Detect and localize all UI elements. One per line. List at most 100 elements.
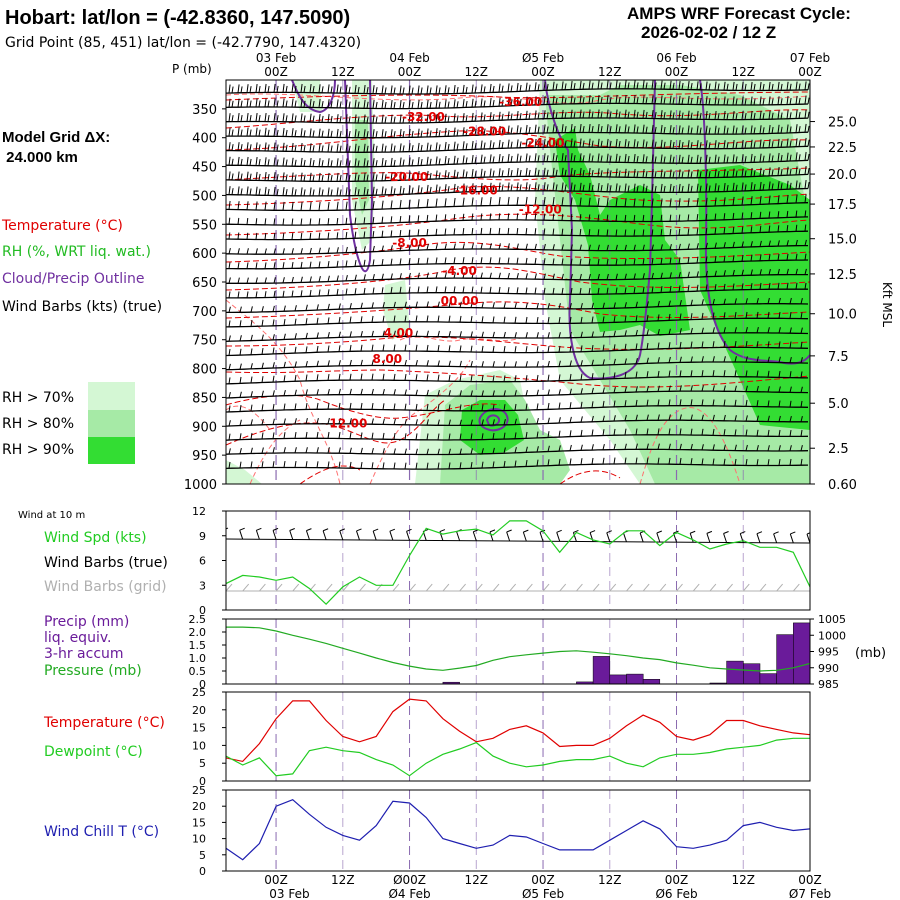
wind-barb bbox=[354, 217, 357, 225]
wind-barb-feather bbox=[240, 158, 243, 166]
wind-barb-feather bbox=[537, 155, 540, 162]
isobar-line bbox=[226, 448, 809, 456]
wind-barb-feather bbox=[366, 145, 369, 153]
wind-barb bbox=[552, 182, 555, 191]
top-hour-label: 12Z bbox=[465, 65, 489, 79]
wind-barb bbox=[318, 289, 321, 297]
wind-barb-feather bbox=[681, 97, 684, 105]
wind-barb-feather bbox=[627, 170, 630, 178]
isobar-line bbox=[226, 187, 809, 197]
wind-barb bbox=[687, 228, 690, 236]
wind-barb-feather bbox=[663, 97, 666, 104]
wind-barb bbox=[338, 373, 341, 381]
wind-barb bbox=[363, 129, 366, 138]
wind-barb bbox=[696, 110, 699, 120]
wind-barb-feather bbox=[753, 112, 756, 120]
true-wind-barb-feather bbox=[506, 529, 512, 533]
wind-barb bbox=[745, 311, 748, 319]
wind-barb bbox=[756, 429, 759, 437]
wind-barb bbox=[272, 362, 275, 369]
wind-barb-feather bbox=[285, 85, 288, 93]
wind-barb-feather bbox=[564, 169, 567, 177]
wind-barb bbox=[514, 361, 517, 368]
wind-barb bbox=[696, 96, 699, 105]
wind-barb-feather bbox=[483, 128, 486, 136]
wind-barb bbox=[507, 125, 510, 135]
wind-barb-feather bbox=[771, 112, 774, 120]
wind-barb bbox=[569, 360, 572, 367]
wind-barb bbox=[294, 305, 297, 312]
wind-barb bbox=[657, 385, 660, 392]
wind-barb bbox=[399, 199, 402, 209]
true-wind-barb bbox=[572, 532, 577, 542]
wind-barb bbox=[498, 139, 501, 149]
wind-barb bbox=[516, 153, 519, 163]
wind-barb bbox=[543, 124, 546, 134]
wind-barb-feather bbox=[447, 87, 450, 94]
wind-barb bbox=[246, 98, 249, 108]
wind-barb bbox=[448, 345, 451, 352]
wind-barb bbox=[624, 109, 627, 119]
wind-barb bbox=[273, 290, 276, 298]
wind-barb bbox=[503, 404, 506, 411]
wind-barb bbox=[507, 227, 510, 235]
wind-barb bbox=[668, 313, 671, 321]
wind-barb bbox=[741, 168, 744, 177]
wind-barb bbox=[448, 360, 451, 367]
wind-barb bbox=[371, 462, 374, 469]
wind-barb bbox=[602, 359, 605, 366]
wind-barb bbox=[273, 157, 276, 166]
true-wind-barb bbox=[339, 530, 344, 541]
grid-wind-barb bbox=[509, 583, 517, 592]
wind-barb bbox=[372, 114, 375, 124]
wind-barb bbox=[507, 182, 510, 192]
pressure-line bbox=[226, 626, 810, 672]
wind-barb-feather bbox=[510, 184, 513, 192]
wind-barb bbox=[580, 331, 583, 338]
wind-barb bbox=[470, 404, 473, 411]
wind-barb bbox=[426, 198, 429, 208]
wind-barb bbox=[336, 201, 339, 211]
wind-barb bbox=[273, 98, 276, 108]
wind-barb bbox=[360, 432, 363, 439]
wind-barb bbox=[651, 258, 654, 265]
wind-barb-feather bbox=[474, 100, 477, 108]
wind-barb bbox=[408, 171, 411, 181]
wind-barb bbox=[480, 213, 483, 221]
wind-barb bbox=[345, 187, 348, 196]
wind-barb bbox=[459, 448, 462, 455]
wind-barb-feather bbox=[519, 113, 522, 120]
wind-barb-feather bbox=[726, 83, 729, 91]
wind-barb-feather bbox=[564, 83, 567, 90]
wind-barb bbox=[239, 335, 242, 342]
wind-barb bbox=[291, 187, 294, 196]
wind-barb bbox=[255, 232, 258, 240]
wind-barb bbox=[642, 244, 645, 251]
wind-barb bbox=[534, 167, 537, 177]
wind-barb-feather bbox=[393, 188, 396, 195]
wind-barb bbox=[759, 139, 762, 149]
wind-barb-feather bbox=[780, 98, 783, 105]
wind-barb bbox=[305, 346, 308, 353]
wind-barb bbox=[316, 417, 319, 424]
wind-barb-feather bbox=[321, 189, 324, 197]
wind-barb-feather bbox=[330, 86, 333, 93]
wind-barb bbox=[687, 285, 690, 292]
wind-barb bbox=[732, 81, 735, 91]
wind-barb bbox=[327, 388, 330, 395]
wind-barb bbox=[580, 458, 583, 465]
wind-barb bbox=[360, 330, 363, 337]
wind-barb bbox=[354, 84, 357, 94]
wind-barb-feather bbox=[438, 115, 441, 123]
wind-barb bbox=[408, 229, 411, 237]
true-wind-barb-feather bbox=[656, 530, 663, 534]
wind-barb bbox=[795, 253, 798, 261]
wind-barb bbox=[597, 258, 600, 266]
wind-barb bbox=[453, 214, 456, 221]
wind-barb bbox=[668, 328, 671, 335]
wind-barb bbox=[489, 272, 492, 279]
wind-barb bbox=[804, 137, 807, 147]
wind-barb bbox=[687, 154, 690, 164]
panel-tick-label: 2.0 bbox=[189, 626, 207, 639]
wind-barb-feather bbox=[276, 159, 279, 166]
